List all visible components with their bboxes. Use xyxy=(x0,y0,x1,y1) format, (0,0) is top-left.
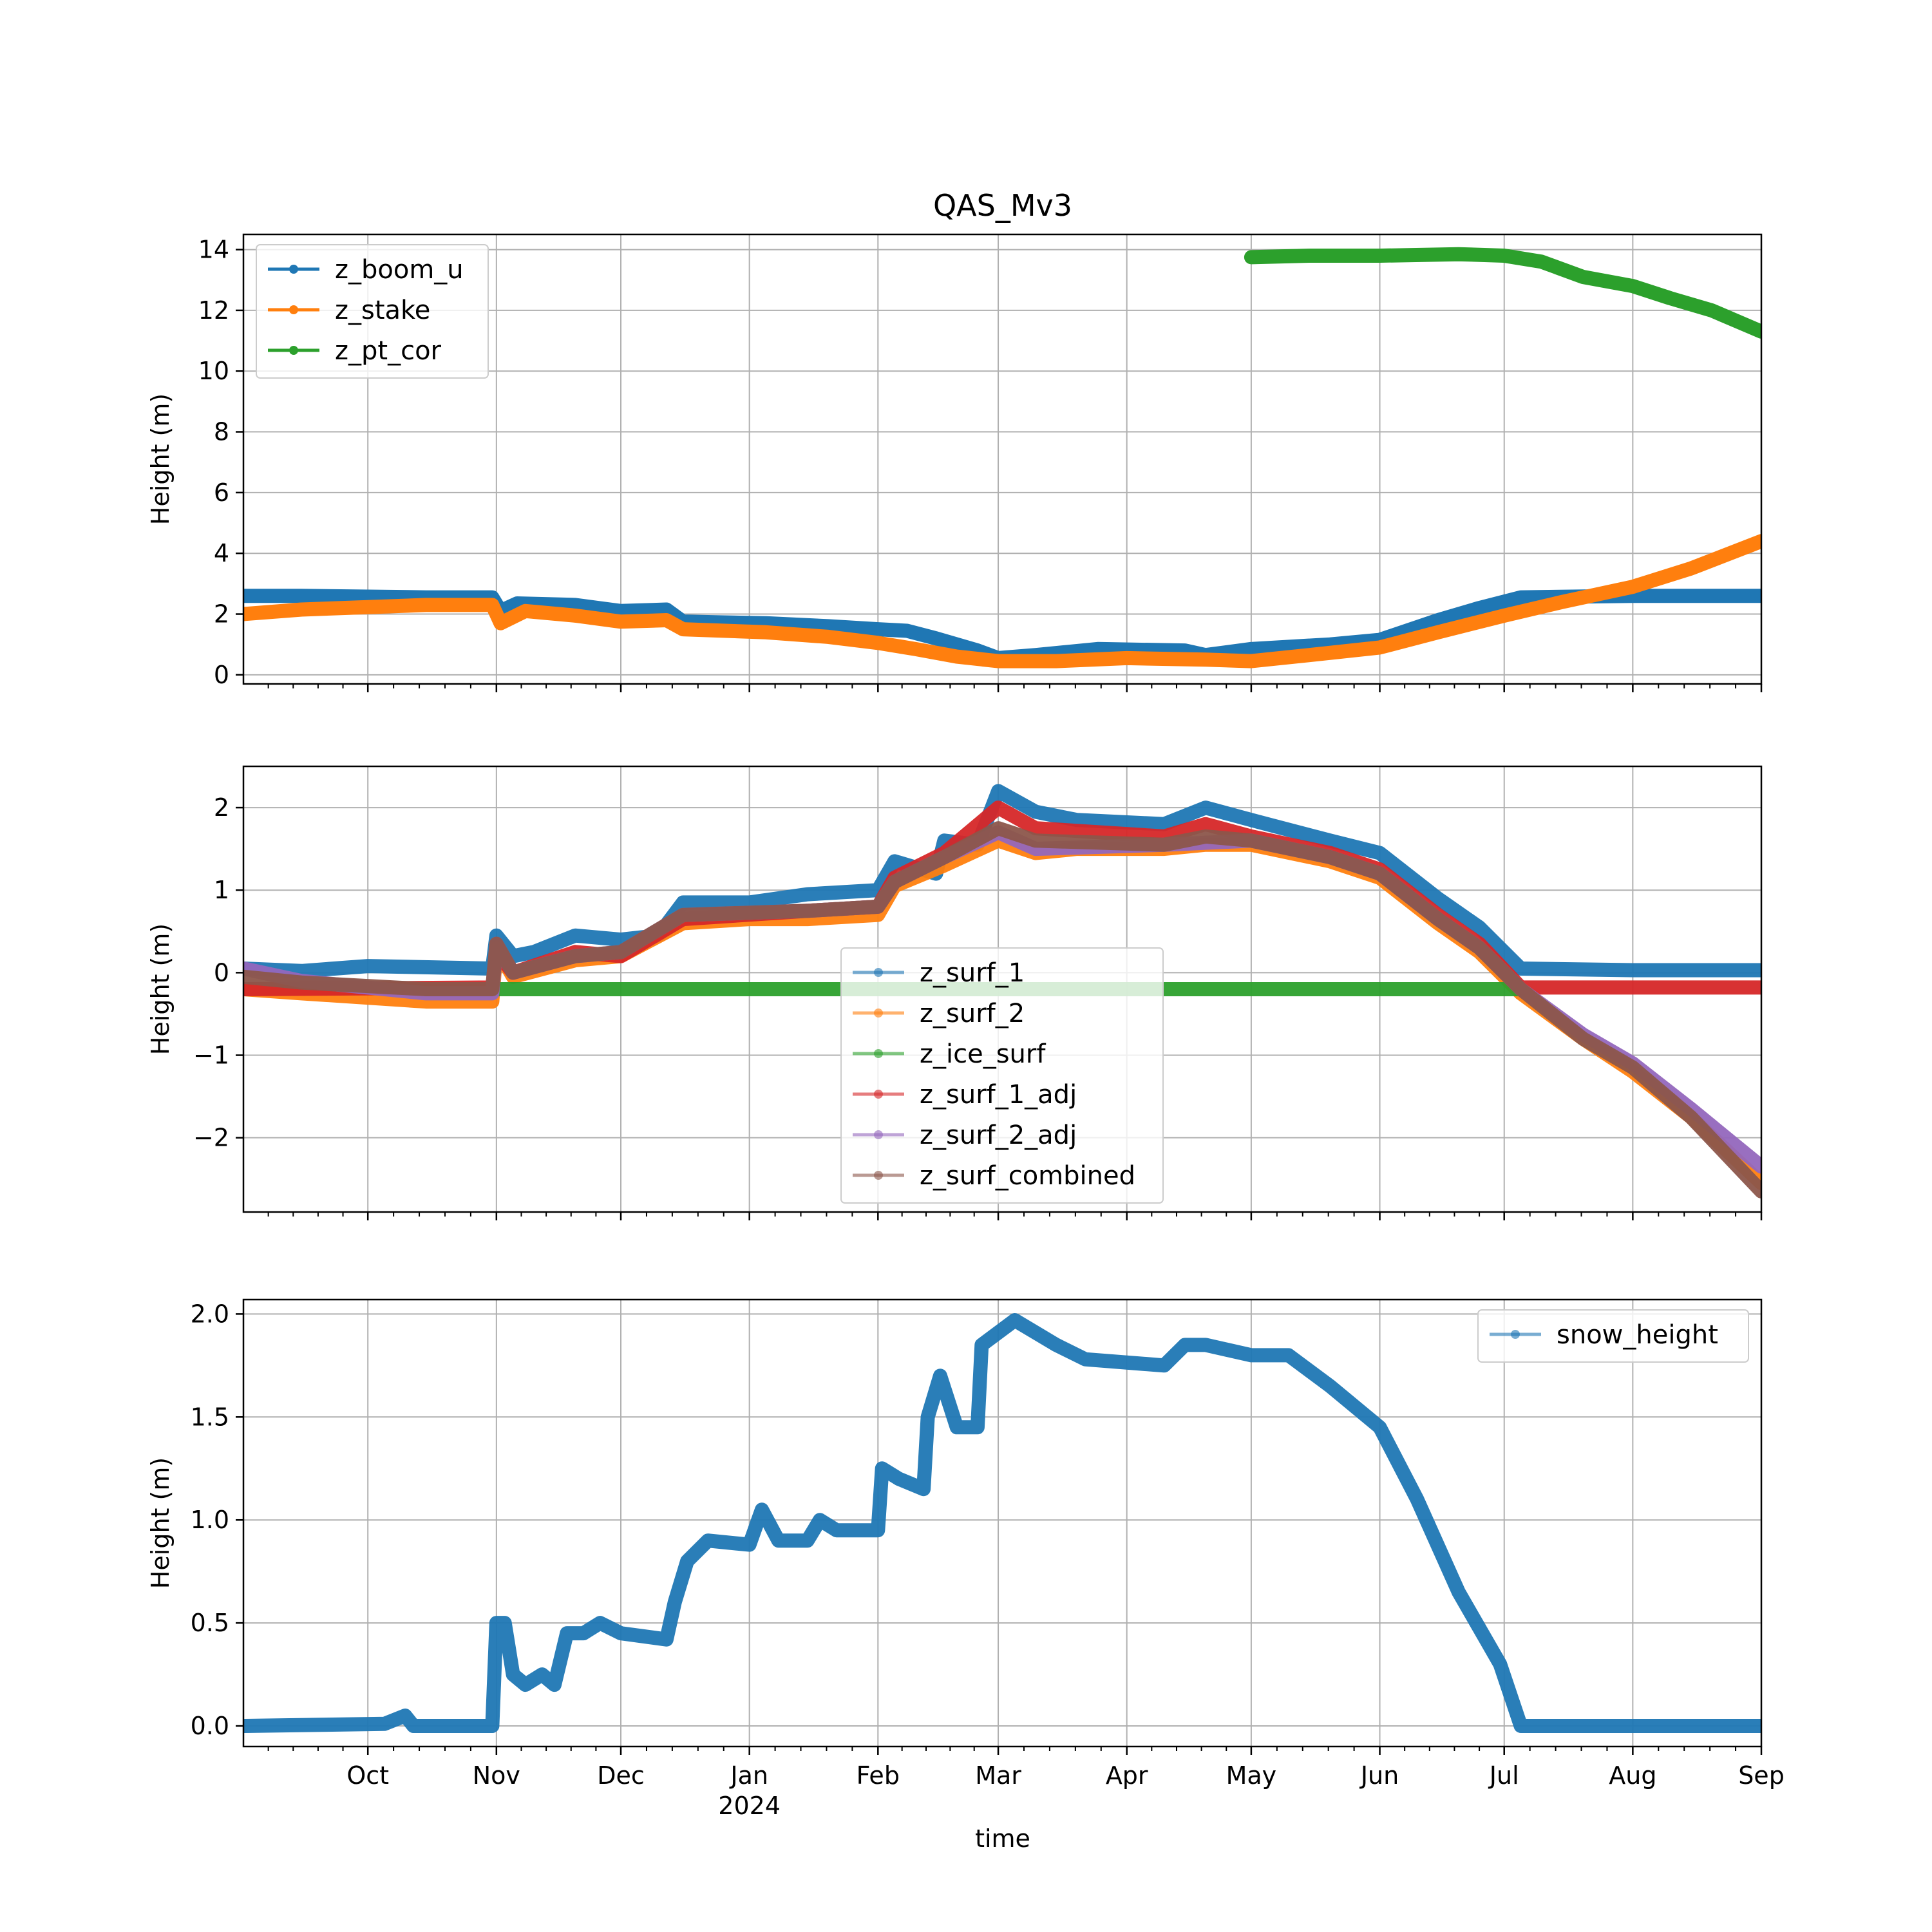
x-axis-label: time xyxy=(975,1824,1030,1853)
legend-marker xyxy=(874,1049,883,1058)
series-z-pt-cor xyxy=(1244,247,1761,339)
legend-marker xyxy=(289,305,298,314)
y-tick-label: 14 xyxy=(198,236,229,264)
y-tick-label: 2 xyxy=(214,600,229,629)
legend-label: z_surf_2 xyxy=(920,999,1025,1028)
y-tick-label: 1.5 xyxy=(191,1403,229,1431)
panel-middle: −2 −1 0 1 2 Height (m) z_surf_1 z_surf_2 z_ice_s… xyxy=(146,765,1763,1220)
legend-marker xyxy=(1511,1330,1520,1339)
legend-label: z_stake xyxy=(335,296,430,325)
y-tick-label: 0.5 xyxy=(191,1609,229,1637)
x-tick-label: Apr xyxy=(1106,1761,1148,1790)
y-axis-label: Height (m) xyxy=(146,923,175,1055)
legend-label: z_surf_combined xyxy=(920,1161,1135,1191)
y-tick-label: 0 xyxy=(214,958,229,987)
series-z-stake xyxy=(243,534,1761,668)
y-tick-label: −1 xyxy=(193,1041,229,1070)
axes-frame xyxy=(242,765,1763,1213)
y-tick-label: −2 xyxy=(193,1124,229,1152)
y-tick-label: 2.0 xyxy=(191,1300,229,1328)
legend-label: z_surf_1_adj xyxy=(920,1080,1077,1110)
x-tick-label: Dec xyxy=(597,1761,645,1790)
y-tick-label: 6 xyxy=(214,478,229,507)
legend-box xyxy=(256,244,489,379)
legend-label: z_pt_cor xyxy=(335,336,442,366)
legend-marker xyxy=(874,968,883,977)
x-tick-label: Feb xyxy=(857,1761,900,1790)
panel-top: 0 2 4 6 8 10 12 14 Height (m) z_boom_u z_stake z_pt… xyxy=(146,233,1763,692)
x-tick-label: May xyxy=(1226,1761,1277,1790)
x-tick-label: Mar xyxy=(975,1761,1021,1790)
legend-label: z_boom_u xyxy=(335,255,464,285)
legend-label: z_ice_surf xyxy=(920,1039,1046,1069)
legend-marker xyxy=(874,1009,883,1018)
y-tick-label: 1 xyxy=(214,876,229,904)
x-tick-label: Sep xyxy=(1738,1761,1785,1790)
series-z-boom-u xyxy=(243,589,1761,665)
panel-bottom: 0.0 0.5 1.0 1.5 2.0 Height (m) snow_height xyxy=(146,1298,1763,1755)
y-axis-label: Height (m) xyxy=(146,1457,175,1589)
x-tick-label: Jun xyxy=(1359,1761,1399,1790)
y-tick-label: 4 xyxy=(214,539,229,567)
legend-box xyxy=(840,947,1164,1204)
legend-box xyxy=(1477,1309,1749,1363)
x-tick-sublabel: 2024 xyxy=(718,1792,781,1820)
legend-marker xyxy=(874,1130,883,1139)
legend-label: z_surf_2_adj xyxy=(920,1121,1077,1150)
y-tick-label: 0 xyxy=(214,661,229,689)
x-tick-label: Oct xyxy=(346,1761,389,1790)
legend-label: z_surf_1 xyxy=(920,958,1025,988)
series-snow-height xyxy=(243,1313,1761,1733)
legend-label: snow_height xyxy=(1557,1320,1718,1350)
y-axis-label: Height (m) xyxy=(146,393,175,525)
x-tick-label: Jul xyxy=(1488,1761,1519,1790)
y-tick-label: 8 xyxy=(214,418,229,446)
legend-marker xyxy=(289,265,298,274)
y-tick-label: 10 xyxy=(198,357,229,385)
y-tick-label: 2 xyxy=(214,793,229,822)
axes-frame xyxy=(242,233,1763,685)
legend: z_boom_u z_stake z_pt_cor xyxy=(256,244,489,379)
axes-frame xyxy=(242,1298,1763,1748)
legend: z_surf_1 z_surf_2 z_ice_surf z_surf_1_adj z_… xyxy=(840,947,1164,1204)
y-tick-label: 1.0 xyxy=(191,1506,229,1534)
legend-marker xyxy=(289,346,298,355)
legend-marker xyxy=(874,1090,883,1099)
legend: snow_height xyxy=(1477,1309,1749,1363)
x-tick-label: Nov xyxy=(473,1761,520,1790)
figure-title: QAS_Mv3 xyxy=(933,188,1072,223)
y-tick-label: 12 xyxy=(198,296,229,325)
x-tick-label: Aug xyxy=(1609,1761,1656,1790)
x-tick-label: Jan xyxy=(729,1761,768,1790)
series-z-surf-combined xyxy=(243,821,1761,1198)
y-tick-label: 0.0 xyxy=(191,1712,229,1740)
legend-marker xyxy=(874,1171,883,1180)
